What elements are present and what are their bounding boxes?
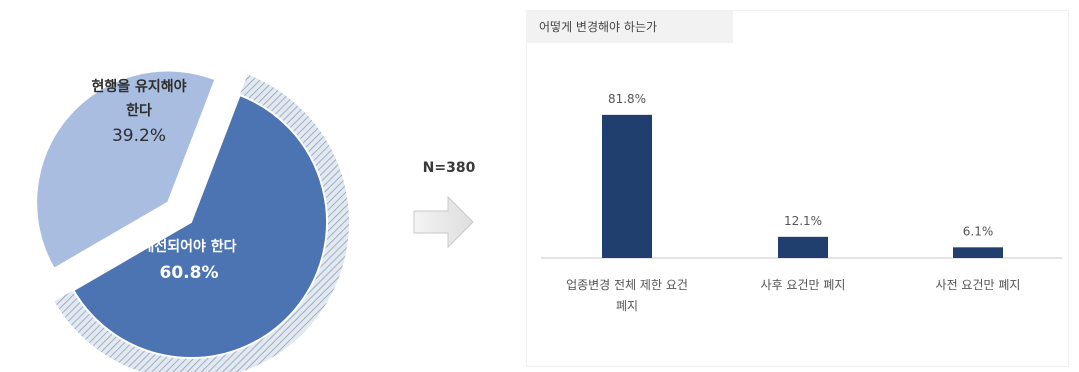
pie-value-maintain: 39.2% <box>112 126 166 146</box>
bar-category-label-2: 사후 요건만 폐지 <box>761 278 846 292</box>
bar-chart-title: 어떻게 변경해야 하는가 <box>539 20 658 34</box>
bar-chart-title-box: 어떻게 변경해야 하는가 <box>527 11 733 43</box>
pie-slice-improve <box>71 93 328 359</box>
bar-value-label-3: 6.1% <box>963 224 994 238</box>
bar-value-label-2: 12.1% <box>784 214 822 228</box>
bar-1 <box>602 114 652 258</box>
pie-label-maintain-line2: 한다 <box>126 103 152 119</box>
right-arrow-icon <box>413 195 474 249</box>
sample-size-label: N=380 <box>422 160 476 176</box>
pie-value-improve: 60.8% <box>160 263 219 283</box>
pie-label-improve: 개선되어야 한다 <box>141 238 236 255</box>
bar-category-label-3: 사전 요건만 폐지 <box>936 278 1021 292</box>
bar-category-label-1: 업종변경 전체 제한 요건 <box>566 278 688 292</box>
bar-category-label-1-line2: 폐지 <box>616 299 638 313</box>
bar-2 <box>778 236 828 258</box>
pie-slice-maintain <box>35 69 217 271</box>
bar-3 <box>953 247 1003 258</box>
bar-value-label-1: 81.8% <box>608 92 646 106</box>
pie-label-maintain: 현행을 유지해야 <box>91 78 186 95</box>
